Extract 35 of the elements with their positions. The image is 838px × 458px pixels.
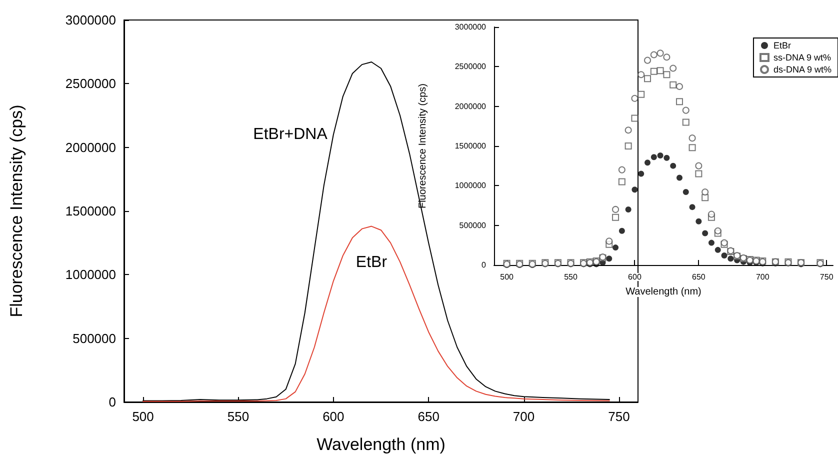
y-tick-label: 1000000: [65, 267, 116, 282]
x-tick-label: 750: [608, 409, 630, 424]
y-axis-title: Fluorescence Intensity (cps): [418, 83, 428, 209]
y-tick-label: 1500000: [454, 142, 487, 150]
y-tick-label: 0: [482, 260, 487, 270]
x-tick-label: 600: [322, 409, 344, 424]
x-tick-label: 500: [500, 272, 514, 282]
x-tick-label: 550: [227, 409, 250, 424]
x-tick-label: 650: [692, 272, 706, 282]
y-tick-label: 2500000: [65, 76, 116, 92]
y-tick-label: 3000000: [65, 12, 116, 28]
x-axis-title: Wavelength (nm): [626, 286, 702, 298]
x-axis-title: Wavelength (nm): [316, 435, 446, 454]
y-tick-label: 1500000: [65, 204, 116, 218]
x-tick-label: 700: [756, 272, 770, 282]
y-tick-label: 3000000: [454, 22, 487, 32]
x-tick-label: 650: [418, 409, 440, 424]
y-tick-label: 2500000: [454, 62, 487, 72]
x-tick-label: 600: [628, 272, 642, 282]
legend-label: EtBr: [773, 40, 791, 50]
x-tick-label: 500: [132, 409, 154, 424]
x-tick-label: 750: [820, 272, 834, 282]
y-axis-title: Fluorescence Intensity (cps): [7, 104, 26, 318]
y-tick-label: 500000: [72, 330, 116, 346]
legend-label: ds-DNA 9 wt%: [773, 64, 832, 74]
y-tick-label: 0: [108, 394, 116, 410]
series-label: EtBr: [356, 254, 388, 271]
y-tick-label: 2000000: [454, 102, 487, 111]
x-tick-label: 700: [512, 409, 535, 424]
y-tick-label: 500000: [459, 220, 487, 230]
series-label: EtBr+DNA: [253, 126, 328, 144]
x-tick-label: 550: [564, 272, 578, 282]
legend-label: ss-DNA 9 wt%: [773, 52, 831, 62]
y-tick-label: 2000000: [65, 140, 116, 155]
y-tick-label: 1000000: [454, 181, 487, 190]
